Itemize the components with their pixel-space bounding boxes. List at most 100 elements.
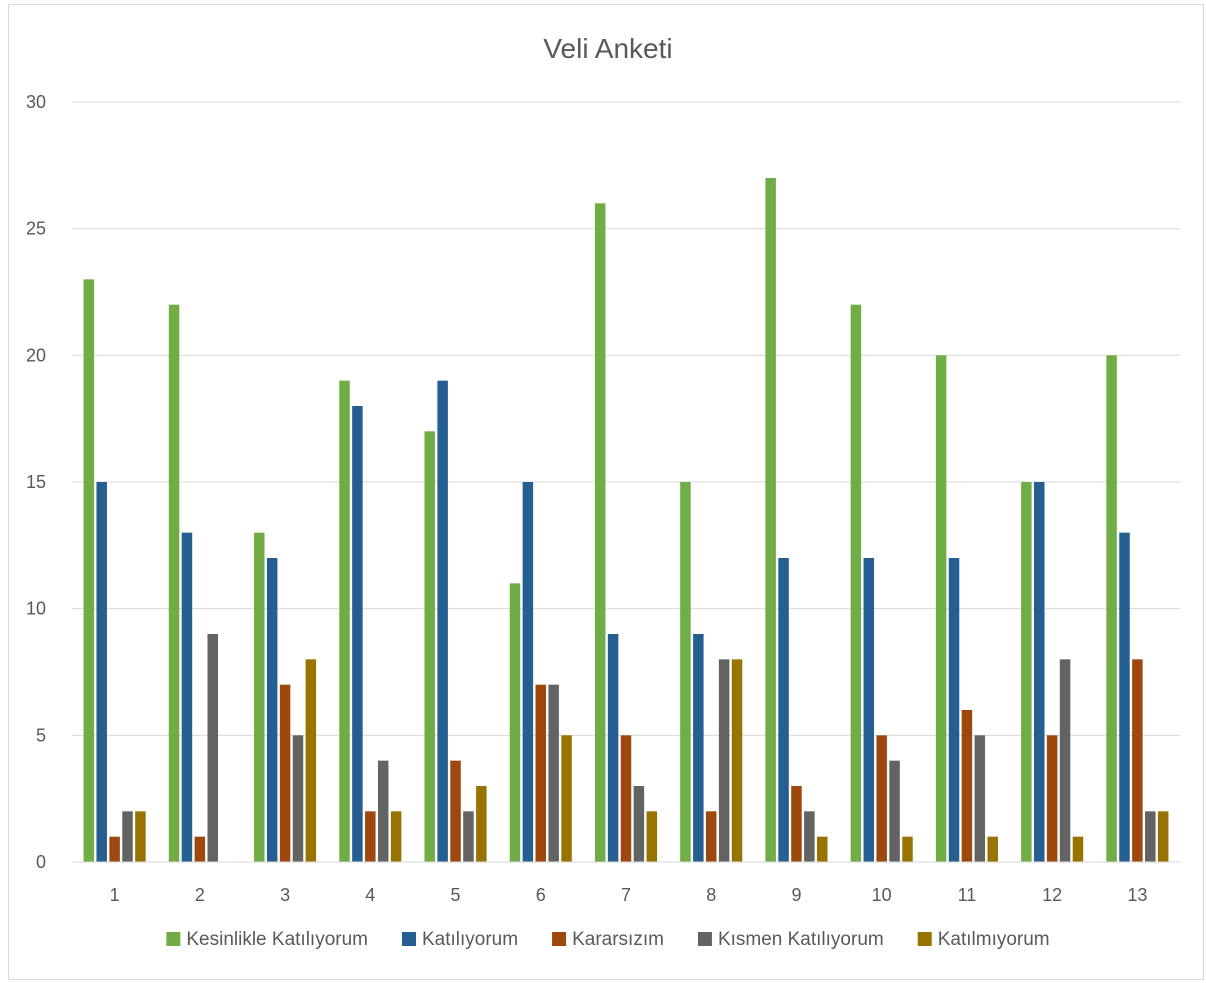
legend-label: Kısmen Katılıyorum — [718, 929, 884, 950]
legend-entry: Kesinlikle Katılıyorum — [166, 929, 368, 950]
y-tick-label: 5 — [36, 725, 46, 745]
bar — [889, 760, 900, 862]
x-tick-label: 5 — [451, 885, 461, 905]
bar — [194, 836, 206, 862]
x-tick-label: 10 — [872, 885, 892, 905]
chart-title: Veli Anketi — [543, 33, 672, 64]
bar — [778, 558, 789, 862]
bar — [292, 735, 304, 862]
bar — [646, 811, 658, 862]
bar — [607, 634, 619, 862]
y-tick-label: 15 — [26, 472, 46, 492]
x-tick-label: 6 — [536, 885, 546, 905]
legend-entry: Kısmen Katılıyorum — [697, 929, 884, 950]
y-tick-label: 20 — [26, 345, 46, 365]
bar — [1157, 811, 1169, 862]
x-tick-label: 8 — [706, 885, 716, 905]
bar — [633, 786, 645, 862]
bar — [1046, 735, 1058, 862]
x-tick-label: 9 — [791, 885, 801, 905]
bar — [377, 760, 389, 862]
bar — [935, 355, 947, 862]
legend-entry: Katılıyorum — [401, 929, 518, 950]
bar — [791, 786, 802, 862]
legend-label: Katılmıyorum — [938, 929, 1050, 950]
bar — [987, 836, 998, 862]
legend-swatch — [166, 932, 181, 946]
bar — [181, 532, 193, 862]
bar — [266, 558, 278, 862]
bar — [96, 482, 107, 862]
bar — [339, 380, 350, 862]
bar — [168, 304, 180, 863]
bar — [731, 659, 743, 862]
bar — [804, 811, 815, 862]
bar — [693, 634, 704, 862]
bar — [902, 836, 913, 862]
bar — [463, 811, 474, 862]
bar — [83, 279, 95, 862]
gridlines — [72, 101, 1180, 736]
y-tick-label: 10 — [26, 599, 46, 619]
bar — [390, 811, 402, 862]
legend-label: Katılıyorum — [422, 929, 518, 950]
legend-swatch — [552, 932, 567, 946]
y-tick-label: 30 — [26, 92, 46, 112]
bar — [522, 482, 534, 862]
legend-label: Kararsızım — [572, 929, 664, 950]
x-tick-label: 2 — [195, 885, 205, 905]
bar — [863, 558, 875, 862]
bar — [135, 811, 146, 862]
bars — [83, 178, 1169, 863]
legend-label: Kesinlikle Katılıyorum — [186, 929, 368, 950]
bar — [1021, 482, 1032, 862]
legend-entry: Katılmıyorum — [917, 929, 1050, 950]
x-tick-label: 4 — [365, 885, 375, 905]
bar — [207, 634, 218, 862]
legend-swatch — [697, 932, 712, 946]
x-tick-label: 11 — [958, 885, 977, 905]
y-axis-ticks: 0 5 10 15 20 25 30 — [26, 92, 46, 872]
bar — [476, 786, 487, 862]
x-tick-label: 13 — [1127, 885, 1147, 905]
x-axis-ticks: 1 2 3 4 5 6 7 8 9 10 11 12 13 — [110, 885, 1148, 905]
bar — [718, 659, 730, 862]
bar — [1034, 482, 1045, 862]
bar — [424, 431, 435, 862]
x-tick-label: 7 — [621, 885, 631, 905]
bar — [109, 836, 120, 862]
bar — [365, 811, 376, 862]
bar — [948, 558, 960, 862]
bar — [876, 735, 887, 862]
legend-swatch — [401, 932, 416, 946]
bar — [1072, 836, 1084, 862]
x-tick-label: 12 — [1042, 885, 1062, 905]
bar — [254, 532, 265, 862]
bar — [1059, 659, 1071, 862]
bar — [305, 659, 317, 862]
bar — [1119, 532, 1130, 862]
legend-swatch — [917, 932, 932, 946]
bar — [548, 684, 559, 862]
bar — [352, 406, 363, 862]
bar — [961, 710, 973, 862]
chart-frame — [8, 4, 1204, 980]
bar — [437, 380, 448, 862]
bar — [817, 836, 828, 862]
bar — [1106, 355, 1117, 862]
bar — [450, 760, 461, 862]
bar — [509, 583, 521, 862]
bar — [561, 735, 572, 862]
bar — [705, 811, 717, 862]
bar — [122, 811, 133, 862]
legend: Kesinlikle Katılıyorum Katılıyorum Kararsı… — [166, 929, 1050, 950]
x-tick-label: 3 — [280, 885, 290, 905]
bar — [850, 304, 862, 863]
bar — [680, 482, 691, 862]
bar — [1145, 811, 1156, 862]
bar — [620, 735, 632, 862]
x-tick-label: 1 — [110, 885, 120, 905]
bar — [974, 735, 986, 862]
y-tick-label: 0 — [36, 852, 46, 872]
bar — [279, 684, 291, 862]
